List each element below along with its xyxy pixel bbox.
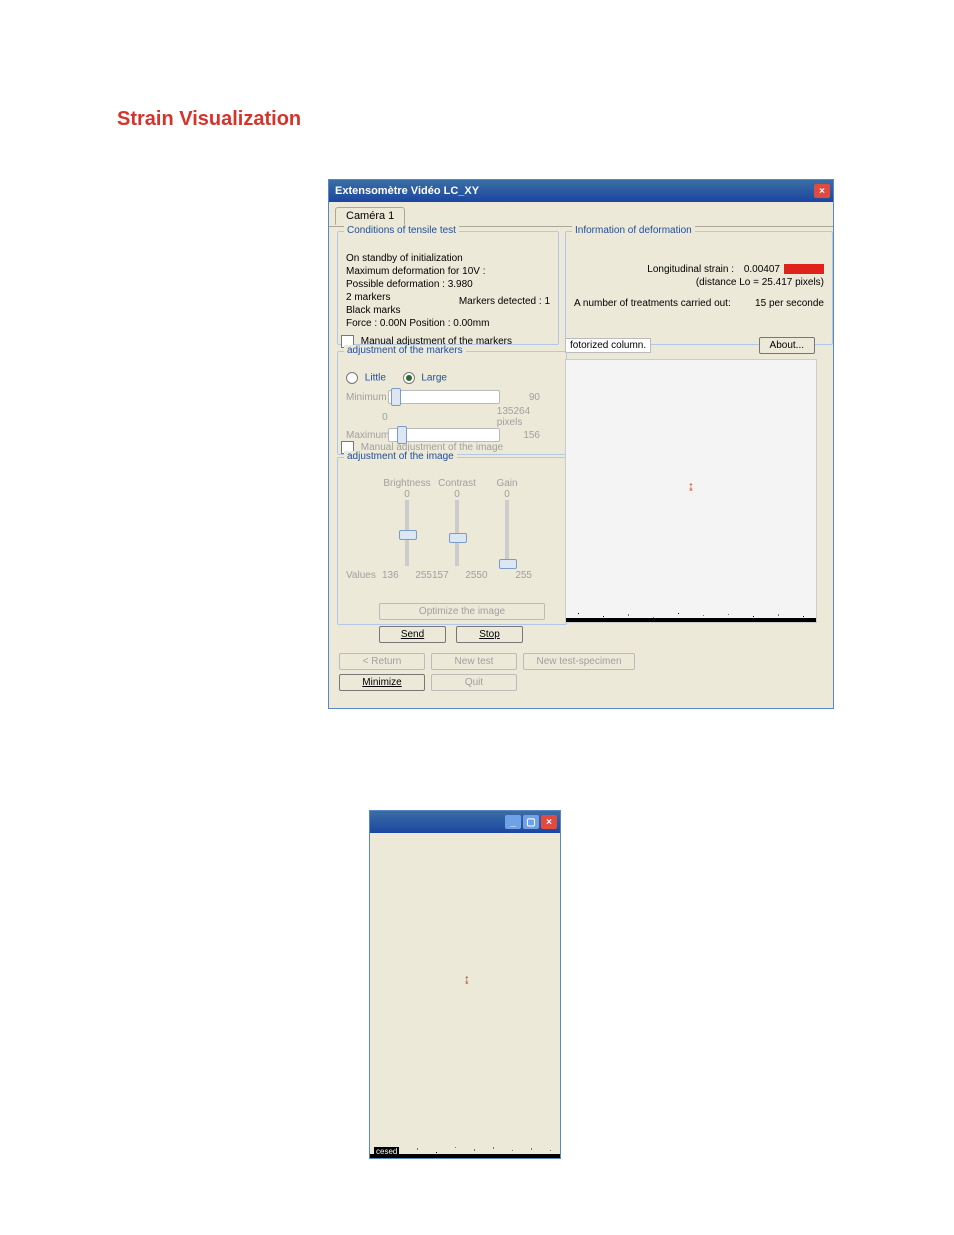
gain-value: 0 [482, 570, 488, 581]
long-strain-value: 0.00407 [734, 264, 780, 275]
optimize-button[interactable]: Optimize the image [379, 603, 545, 620]
brightness-max: 255 [415, 570, 432, 581]
values-label: Values [346, 570, 382, 581]
status-display: fotorized column. [565, 338, 651, 353]
top-brightness: 0 [382, 489, 432, 500]
group-image: adjustment of the image Brightness Contr… [337, 457, 567, 625]
treatments-unit: per seconde [769, 298, 824, 309]
slider-brightness[interactable] [405, 500, 409, 566]
contrast-max: 255 [465, 570, 482, 581]
distance-lo-value: 25.417 pixels) [762, 277, 824, 288]
min-value: 90 [500, 392, 540, 403]
group-markers: adjustment of the markers Little Large M… [337, 351, 567, 455]
col-gain-label: Gain [482, 478, 532, 489]
cond-line-3: Possible deformation : 3.980 [346, 278, 550, 291]
group-conditions-legend: Conditions of tensile test [344, 225, 459, 236]
minimize-icon[interactable]: _ [505, 815, 521, 829]
top-contrast: 0 [432, 489, 482, 500]
send-button[interactable]: Send [379, 626, 446, 643]
mini-titlebar[interactable]: _ ▢ × [370, 811, 560, 833]
tab-camera-1[interactable]: Caméra 1 [335, 207, 405, 225]
marker-icon: ↨ [688, 481, 694, 491]
group-information-legend: Information of deformation [572, 225, 695, 236]
brightness-thumb[interactable] [399, 530, 417, 540]
long-strain-label: Longitudinal strain : [574, 264, 734, 275]
about-button[interactable]: About... [759, 337, 815, 354]
cond-line-6: Force : 0.00N Position : 0.00mm [346, 317, 550, 330]
slider-min-thumb[interactable] [391, 388, 401, 406]
tabstrip: Caméra 1 [329, 202, 833, 227]
minimize-button[interactable]: Minimize [339, 674, 425, 691]
contrast-value: 157 [432, 570, 449, 581]
mini-hud-text: cesed [374, 1147, 399, 1156]
max-label: Maximum [346, 430, 388, 441]
treatments-label: A number of treatments carried out: [574, 298, 755, 309]
stop-button[interactable]: Stop [456, 626, 523, 643]
treatments-value: 15 [755, 298, 766, 309]
cond-line-1: On standby of initialization [346, 252, 550, 265]
window-title: Extensomètre Vidéo LC_XY [335, 185, 812, 197]
markers-detected-value: 1 [544, 296, 550, 307]
markers-detected-label: Markers detected : [459, 296, 542, 307]
gain-max: 255 [515, 570, 532, 581]
mini-marker-icon: ↨ [464, 974, 470, 984]
contrast-thumb[interactable] [449, 533, 467, 543]
radio-little-label: Little [365, 373, 386, 384]
mini-window: _ ▢ × ↨ cesed [369, 810, 561, 1159]
brightness-value: 136 [382, 570, 399, 581]
camera-preview: ↨ [565, 359, 817, 623]
mini-preview: ↨ cesed [370, 833, 560, 1158]
mini-close-icon[interactable]: × [541, 815, 557, 829]
return-button[interactable]: < Return [339, 653, 425, 670]
radio-large-label: Large [421, 373, 447, 384]
slider-max[interactable] [388, 428, 500, 442]
group-image-legend: adjustment of the image [344, 451, 457, 462]
mid-right: 135264 pixels [497, 406, 558, 428]
group-markers-legend: adjustment of the markers [344, 345, 466, 356]
mid-left: 0 [346, 412, 388, 423]
new-test-button[interactable]: New test [431, 653, 517, 670]
min-label: Minimum [346, 392, 388, 403]
close-icon[interactable]: × [814, 184, 830, 198]
col-brightness-label: Brightness [382, 478, 432, 489]
preview-floor [566, 608, 816, 622]
page-title: Strain Visualization [117, 108, 301, 131]
group-conditions: Conditions of tensile test On standby of… [337, 231, 559, 345]
cond-line-2: Maximum deformation for 10V : [346, 265, 550, 278]
col-contrast-label: Contrast [432, 478, 482, 489]
quit-button[interactable]: Quit [431, 674, 517, 691]
titlebar[interactable]: Extensomètre Vidéo LC_XY × [329, 180, 833, 202]
gain-thumb[interactable] [499, 559, 517, 569]
slider-gain[interactable] [505, 500, 509, 566]
strain-bar [784, 264, 824, 274]
radio-little[interactable] [346, 372, 358, 384]
slider-min[interactable] [388, 390, 500, 404]
group-information: Information of deformation Longitudinal … [565, 231, 833, 345]
main-window: Extensomètre Vidéo LC_XY × Caméra 1 Cond… [328, 179, 834, 709]
max-value: 156 [500, 430, 540, 441]
new-specimen-button[interactable]: New test-specimen [523, 653, 635, 670]
slider-contrast[interactable] [455, 500, 459, 566]
top-gain: 0 [482, 489, 532, 500]
distance-lo-label: (distance Lo = [696, 277, 759, 288]
radio-large[interactable] [403, 372, 415, 384]
maximize-icon[interactable]: ▢ [523, 815, 539, 829]
